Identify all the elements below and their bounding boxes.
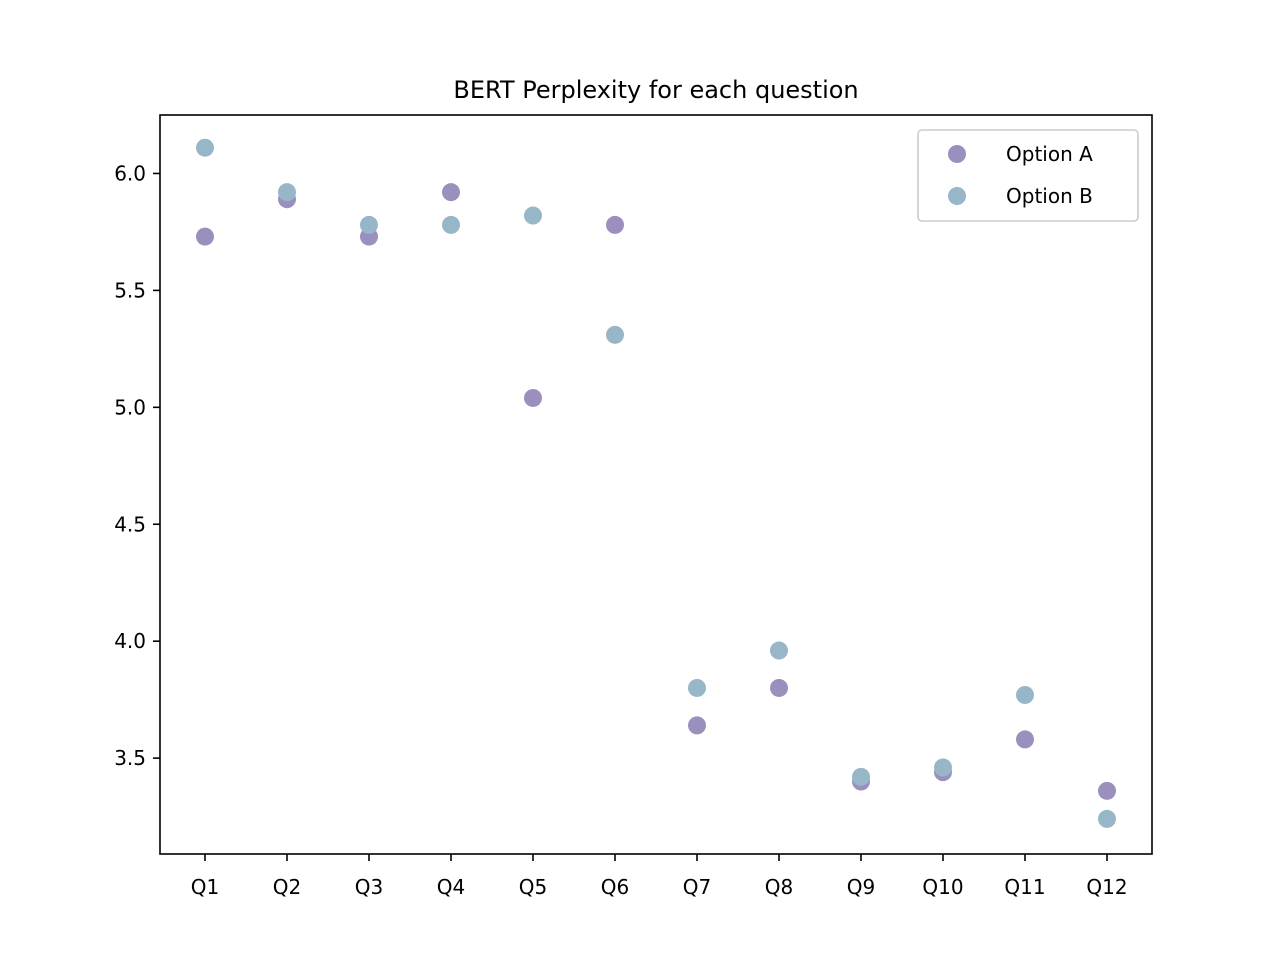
data-point [1098, 809, 1116, 828]
legend-label: Option B [1006, 184, 1093, 208]
x-tick-label: Q7 [683, 875, 711, 899]
legend-marker [948, 145, 966, 163]
x-tick-label: Q5 [519, 875, 547, 899]
x-axis: Q1 Q2 Q3 Q4 Q5 Q6 Q7 Q8 Q9 Q10 Q11 Q12 [191, 854, 1128, 899]
y-tick-label: 5.0 [114, 395, 146, 419]
data-point [606, 215, 624, 234]
data-point [524, 388, 542, 407]
data-point [606, 325, 624, 344]
data-point [442, 215, 460, 234]
data-point [360, 215, 378, 234]
legend-label: Option A [1006, 142, 1093, 166]
data-point [688, 678, 706, 697]
data-point [1016, 685, 1034, 704]
data-point [934, 758, 952, 777]
plot-area-frame [159, 114, 1153, 855]
legend-box [917, 129, 1139, 222]
y-tick-label: 6.0 [114, 161, 146, 185]
plot-points [196, 138, 1116, 828]
x-tick-label: Q10 [922, 875, 963, 899]
data-point [1098, 781, 1116, 800]
data-point [770, 641, 788, 660]
data-point [1016, 730, 1034, 749]
data-point [278, 183, 296, 202]
x-tick-label: Q8 [765, 875, 793, 899]
x-tick-label: Q1 [191, 875, 219, 899]
y-axis: 3.5 4.0 4.5 5.0 5.5 6.0 [114, 161, 160, 770]
series-option-b [196, 138, 1116, 828]
x-tick-label: Q11 [1004, 875, 1045, 899]
data-point [196, 227, 214, 246]
legend: Option A Option B [917, 129, 1139, 222]
y-tick-label: 4.0 [114, 629, 146, 653]
data-point [196, 138, 214, 157]
series-option-a [196, 183, 1116, 800]
data-point [524, 206, 542, 225]
x-tick-label: Q6 [601, 875, 629, 899]
x-tick-label: Q9 [847, 875, 875, 899]
legend-marker [948, 187, 966, 205]
data-point [442, 183, 460, 202]
x-tick-label: Q4 [437, 875, 465, 899]
x-tick-label: Q3 [355, 875, 383, 899]
x-tick-label: Q2 [273, 875, 301, 899]
y-tick-label: 5.5 [114, 278, 146, 302]
y-tick-label: 4.5 [114, 512, 146, 536]
chart-title: BERT Perplexity for each question [453, 76, 858, 104]
data-point [770, 678, 788, 697]
data-point [852, 767, 870, 786]
x-tick-label: Q12 [1086, 875, 1127, 899]
data-point [688, 716, 706, 735]
y-tick-label: 3.5 [114, 746, 146, 770]
